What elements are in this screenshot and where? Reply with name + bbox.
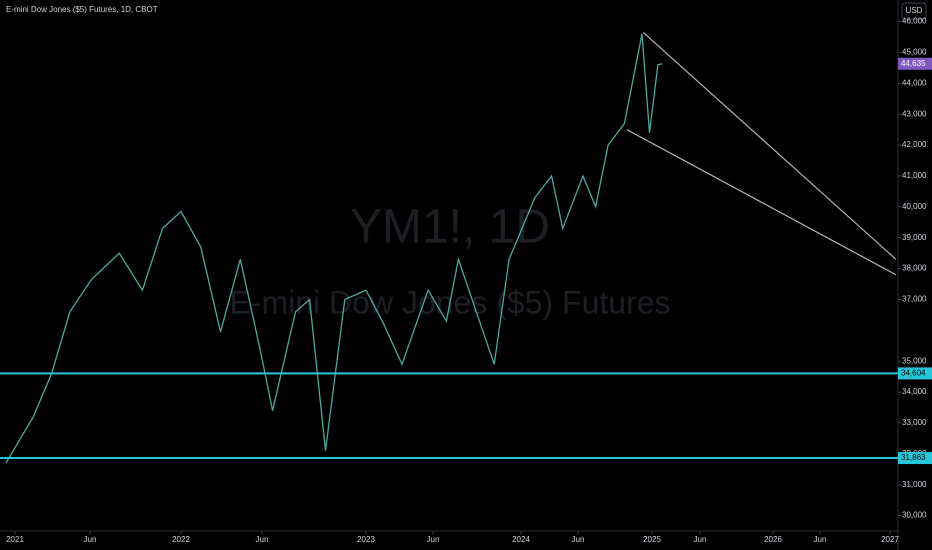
y-tick-label: 31,000 <box>902 480 927 489</box>
y-tick-label: 34,000 <box>902 387 927 396</box>
y-tick-label: 41,000 <box>902 171 927 180</box>
watermark-symbol: YM1!, 1D <box>350 201 550 254</box>
y-tick-label: 44,000 <box>902 78 927 87</box>
y-tick-label: 43,000 <box>902 109 927 118</box>
x-tick-label: 2027 <box>881 535 899 544</box>
level-label: 34,604 <box>901 369 926 378</box>
level-label: 31,863 <box>901 453 926 462</box>
level-tag <box>898 367 932 380</box>
x-tick-label: Jun <box>84 535 97 544</box>
currency-button[interactable] <box>901 2 927 20</box>
last-price-label: 44,635 <box>901 59 926 68</box>
y-tick-label: 42,000 <box>902 140 927 149</box>
y-tick-label: 35,000 <box>902 356 927 365</box>
x-tick-label: 2021 <box>6 535 24 544</box>
x-tick-label: 2023 <box>357 535 375 544</box>
y-tick-label: 30,000 <box>902 511 927 520</box>
trend-line <box>626 129 897 276</box>
x-tick-label: Jun <box>256 535 269 544</box>
y-tick-label: 39,000 <box>902 233 927 242</box>
level-tag <box>898 452 932 465</box>
x-tick-label: Jun <box>572 535 585 544</box>
currency[interactable]: USD <box>906 6 923 15</box>
y-tick-label: 37,000 <box>902 295 927 304</box>
x-tick-label: Jun <box>694 535 707 544</box>
x-tick-label: 2026 <box>764 535 782 544</box>
y-tick-label: 46,000 <box>902 17 927 26</box>
last-price-tag <box>898 57 932 70</box>
y-tick-label: 40,000 <box>902 202 927 211</box>
y-tick-label: 45,000 <box>902 48 927 57</box>
trend-line <box>642 31 897 260</box>
x-tick-label: Jun <box>427 535 440 544</box>
y-tick-label: 38,000 <box>902 264 927 273</box>
x-tick-label: 2024 <box>512 535 530 544</box>
x-tick-label: Jun <box>814 535 827 544</box>
x-tick-label: 2025 <box>643 535 661 544</box>
price-line <box>5 33 663 464</box>
header: E-mini Dow Jones ($5) Futures, 1D, CBOT <box>6 5 158 14</box>
y-tick-label: 33,000 <box>902 418 927 427</box>
x-tick-label: 2022 <box>172 535 190 544</box>
